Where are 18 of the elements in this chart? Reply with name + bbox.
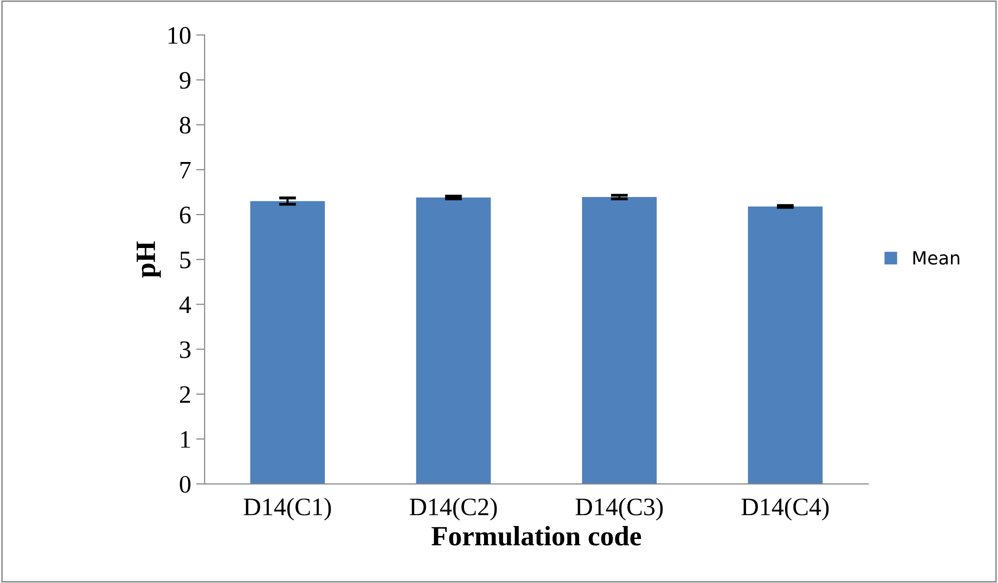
x-tick-label: D14(C4) [742, 498, 829, 520]
y-tick-label: 4 [179, 296, 192, 313]
x-tick-label: D14(C3) [576, 498, 663, 520]
legend-label: Mean [913, 251, 960, 265]
y-tick-label: 9 [180, 72, 190, 89]
y-tick-label: 8 [180, 116, 190, 134]
x-tick-label: D14(C2) [410, 498, 497, 520]
y-tick-label: 6 [180, 206, 191, 224]
y-tick-label: 5 [180, 252, 190, 268]
x-tick-label: D14(C1) [244, 498, 331, 520]
y-tick-label: 10 [168, 27, 190, 44]
y-tick-label: 7 [180, 162, 191, 178]
x-axis-title: Formulation code [432, 526, 642, 546]
y-tick-label: 3 [180, 341, 190, 358]
y-tick-label: 0 [180, 476, 190, 493]
y-tick-label: 1 [181, 431, 190, 448]
y-axis-title: pH [136, 241, 161, 278]
y-tick-label: 2 [180, 386, 190, 403]
